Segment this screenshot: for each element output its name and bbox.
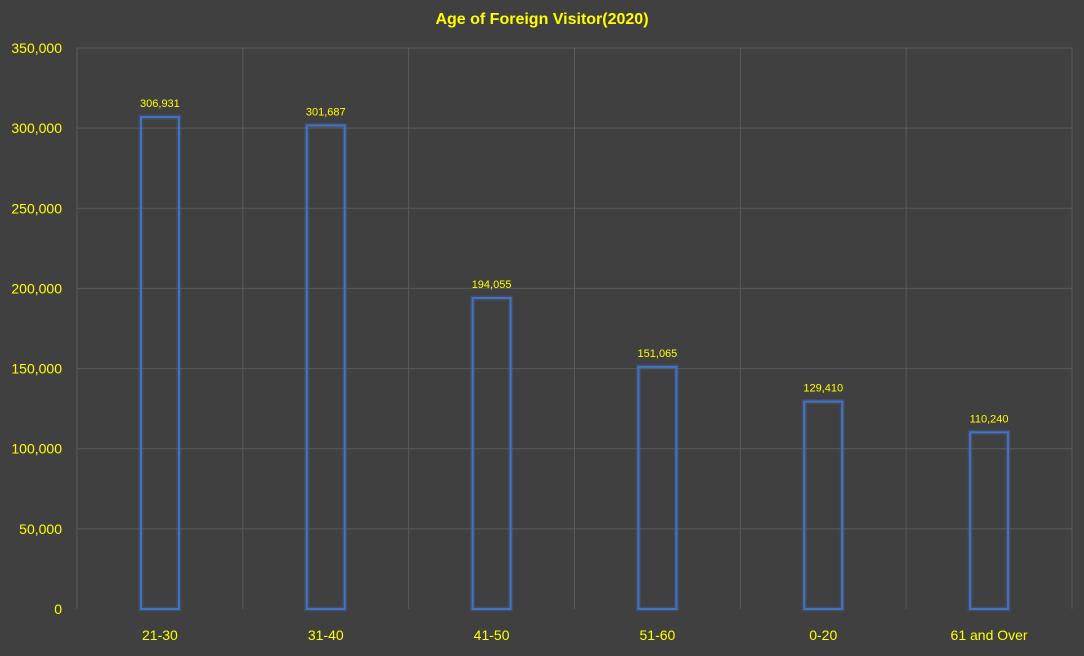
data-label: 194,055 bbox=[472, 279, 512, 291]
bar-glow bbox=[470, 295, 514, 612]
bar-glow bbox=[635, 364, 679, 612]
bar bbox=[803, 400, 844, 610]
bar bbox=[471, 296, 512, 610]
y-tick-label: 100,000 bbox=[11, 441, 62, 457]
data-label: 151,065 bbox=[638, 348, 678, 360]
bars bbox=[138, 114, 1011, 612]
bar bbox=[305, 124, 346, 610]
x-tick-label: 51-60 bbox=[640, 627, 676, 643]
x-tick-label: 61 and Over bbox=[951, 627, 1028, 643]
x-axis-tick-labels: 21-30 31-40 41-50 51-60 0-20 61 and Over bbox=[142, 627, 1028, 643]
data-label: 306,931 bbox=[140, 98, 180, 110]
bar bbox=[637, 365, 678, 610]
y-tick-label: 250,000 bbox=[11, 200, 62, 216]
y-tick-label: 150,000 bbox=[11, 361, 62, 377]
y-tick-label: 300,000 bbox=[11, 120, 62, 136]
chart-title: Age of Foreign Visitor(2020) bbox=[435, 11, 648, 28]
y-axis-tick-labels: 0 50,000 100,000 150,000 200,000 250,000 300,0… bbox=[11, 40, 62, 617]
bar-glow bbox=[967, 429, 1011, 612]
data-label: 110,240 bbox=[970, 413, 1009, 425]
x-tick-label: 41-50 bbox=[474, 627, 510, 643]
bar bbox=[969, 431, 1010, 610]
bar-glow bbox=[138, 114, 182, 612]
data-label: 301,687 bbox=[306, 106, 346, 118]
bar-glow bbox=[801, 399, 845, 612]
y-tick-label: 200,000 bbox=[11, 280, 62, 296]
y-tick-label: 350,000 bbox=[11, 40, 62, 56]
y-tick-label: 0 bbox=[54, 601, 62, 617]
x-tick-label: 31-40 bbox=[308, 627, 344, 643]
x-tick-label: 21-30 bbox=[142, 627, 178, 643]
bar bbox=[139, 116, 180, 611]
bar-glow bbox=[304, 122, 348, 612]
x-tick-label: 0-20 bbox=[809, 627, 837, 643]
data-labels: 306,931 301,687 194,055 151,065 129,410 110,2… bbox=[140, 98, 1009, 425]
y-tick-label: 50,000 bbox=[19, 521, 62, 537]
grid-lines bbox=[76, 47, 1073, 609]
data-label: 129,410 bbox=[803, 383, 843, 395]
